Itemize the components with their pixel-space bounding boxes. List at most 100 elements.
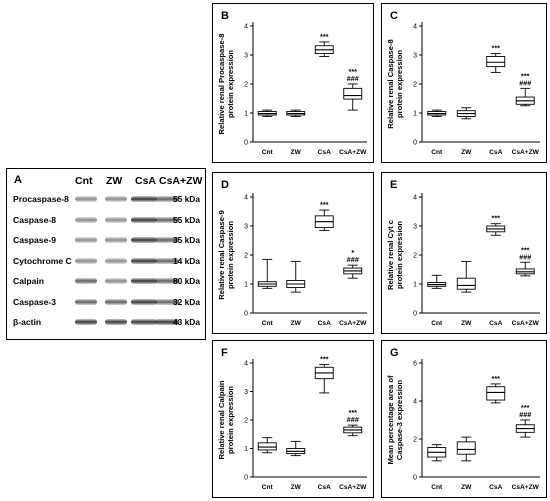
blot-band — [105, 237, 127, 243]
box-zw — [456, 260, 476, 293]
x-tick-label: CsA — [318, 149, 331, 156]
y-tick-label: 4 — [244, 24, 248, 31]
protein-label: Calpain — [13, 276, 45, 286]
blot-band — [105, 216, 127, 223]
significance-marker: *** — [521, 245, 530, 254]
box-cnt — [427, 444, 447, 462]
box-csa — [486, 383, 506, 404]
box-iqr — [456, 441, 476, 455]
blot-band — [105, 196, 127, 202]
blot-band — [75, 196, 97, 202]
blot-row: Caspase-3 32 kDa — [7, 294, 207, 314]
blot-row: Caspase-8 55 kDa — [7, 212, 207, 232]
chart-panel-e: E Relative renal Cyt c protein expression 0… — [381, 172, 547, 334]
blot-band — [75, 257, 97, 264]
y-axis-label: Relative renal Cyt c — [386, 220, 395, 290]
y-axis-label: Relative renal Caspase-9 — [217, 210, 226, 300]
y-axis-label: Relative renal Calpain — [217, 380, 226, 459]
chart-d-svg: D Relative renal Caspase-9 protein express… — [217, 179, 367, 327]
lane-header-cnt: Cnt — [75, 175, 93, 187]
box-iqr — [486, 386, 506, 401]
box-cnt — [257, 258, 277, 289]
kda-label: 35 kDa — [173, 235, 201, 245]
x-tick-label: Cnt — [262, 484, 274, 491]
y-tick-label: 0 — [413, 311, 417, 318]
blot-row: Caspase-9 35 kDa — [7, 232, 207, 252]
significance-marker: * — [351, 248, 354, 257]
x-tick-label: Cnt — [262, 320, 274, 327]
y-tick-label: 2 — [244, 82, 248, 89]
y-axis-label: protein expression — [226, 386, 235, 454]
blot-band — [105, 319, 127, 325]
lane-header-csa-zw: CsA+ZW — [159, 175, 203, 187]
y-tick-label: 2 — [244, 253, 248, 260]
box-csa — [314, 41, 334, 57]
y-tick-label: 2 — [413, 437, 417, 444]
y-tick-label: 3 — [244, 389, 248, 396]
blot-band — [131, 216, 157, 223]
y-tick-label: 4 — [413, 24, 417, 31]
y-axis-label: protein expression — [226, 50, 235, 118]
x-tick-label: CsA+ZW — [339, 320, 367, 327]
y-axis-label: Mean percentage area of — [386, 375, 395, 465]
chart-g-svg: G Mean percentage area of Caspase-3 expres… — [386, 347, 540, 491]
y-tick-label: 2 — [413, 82, 417, 89]
chart-panel-f: F Relative renal Calpain protein expressio… — [212, 340, 374, 498]
blot-band — [131, 319, 157, 325]
x-tick-label: CsA — [318, 320, 331, 327]
kda-label: 43 kDa — [173, 317, 201, 327]
panel-letter: F — [221, 347, 228, 359]
y-tick-label: 0 — [244, 311, 248, 318]
box-cnt — [257, 109, 277, 117]
box-csa-zw — [515, 261, 535, 277]
y-tick-label: 2 — [244, 418, 248, 425]
lane-header-zw: ZW — [106, 175, 123, 187]
blot-band — [131, 257, 157, 264]
y-tick-label: 6 — [413, 361, 417, 368]
y-axis-label: protein expression — [226, 221, 235, 289]
y-tick-label: 1 — [413, 282, 417, 289]
y-axis-label: Relative renal Procaspase-8 — [217, 34, 226, 135]
blot-band — [75, 278, 97, 284]
x-tick-label: CsA — [318, 484, 331, 491]
significance-marker: *** — [521, 403, 530, 412]
x-tick-label: Cnt — [431, 149, 443, 156]
x-tick-label: ZW — [461, 484, 472, 491]
y-tick-label: 0 — [413, 475, 417, 482]
blot-band — [75, 298, 97, 305]
blot-band — [155, 196, 179, 202]
x-tick-label: CsA+ZW — [512, 320, 540, 327]
y-tick-label: 4 — [244, 195, 248, 202]
kda-label: 32 kDa — [173, 296, 201, 307]
box-zw — [286, 260, 306, 293]
box-csa-zw — [343, 83, 363, 111]
protein-label: β-actin — [13, 317, 42, 327]
y-tick-label: 3 — [244, 224, 248, 231]
x-tick-label: CsA+ZW — [512, 149, 540, 156]
y-tick-label: 1 — [244, 446, 248, 453]
blot-band — [75, 319, 97, 325]
y-axis-label: Caspase-3 expression — [395, 380, 404, 461]
box-cnt — [427, 274, 447, 289]
y-tick-label: 1 — [413, 111, 417, 118]
x-tick-label: CsA — [489, 320, 502, 327]
x-tick-label: Cnt — [431, 320, 443, 327]
protein-label: Caspase-9 — [13, 235, 56, 245]
x-tick-label: CsA+ZW — [339, 484, 367, 491]
significance-marker: ### — [347, 74, 359, 83]
blot-band — [75, 237, 97, 243]
blot-band — [131, 237, 157, 243]
y-tick-label: 4 — [244, 361, 248, 368]
blot-band — [105, 278, 127, 284]
significance-marker: *** — [320, 32, 329, 41]
panel-letter: G — [390, 347, 399, 359]
y-tick-label: 3 — [413, 224, 417, 231]
panel-letter-a: A — [14, 174, 22, 186]
western-blot-panel: A Cnt ZW CsA CsA+ZW Procaspase-8 55 kDa Ca… — [6, 168, 206, 340]
blot-band — [155, 319, 179, 325]
box-zw — [286, 440, 306, 457]
blot-band — [75, 216, 97, 223]
box-iqr — [343, 87, 363, 100]
chart-panel-c: C Relative renal Caspase-8 protein express… — [381, 3, 547, 163]
x-tick-label: CsA+ZW — [512, 484, 540, 491]
